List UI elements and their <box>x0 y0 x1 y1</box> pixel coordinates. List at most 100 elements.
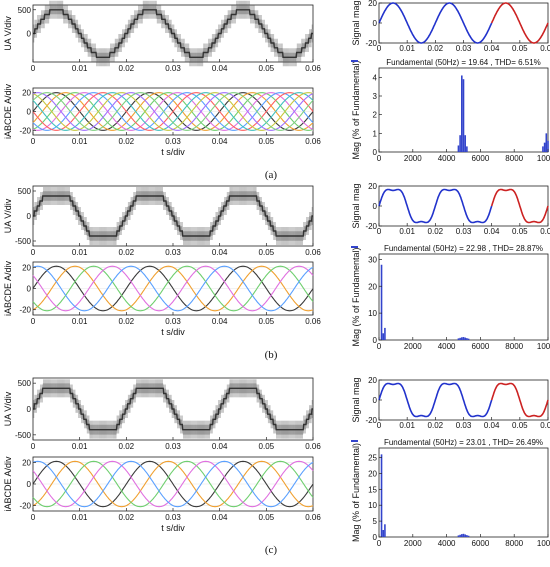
x-tick-label: 10000 <box>537 154 550 163</box>
caption-a: (a) <box>265 169 278 181</box>
x-tick-label: 0.02 <box>428 227 444 236</box>
fft-title: Fundamental (50Hz) = 22.98 , THD= 28.87% <box>384 244 543 253</box>
x-tick-label: 6000 <box>472 154 490 163</box>
ua-staircase-line <box>33 9 313 58</box>
ua-ylabel: UA V/div <box>3 198 13 233</box>
y-tick-label: -20 <box>19 502 31 511</box>
x-tick-label: 0.01 <box>72 64 88 73</box>
signal-line-blue <box>378 188 493 224</box>
fft-bar <box>461 337 463 340</box>
x-tick-label: 4000 <box>438 154 456 163</box>
fft-plot: 0 1 2 3 4 0 2000 4000 6000 8000 10000 Fundamental (… <box>351 58 550 163</box>
signal-line-red <box>490 382 549 418</box>
x-tick-label: 0 <box>31 248 36 257</box>
x-tick-label: 0.05 <box>512 227 528 236</box>
fft-bar <box>457 145 460 152</box>
fft-bar <box>466 338 468 340</box>
current-series-line <box>32 265 314 312</box>
x-tick-label: 10000 <box>537 539 550 548</box>
x-tick-label: 0 <box>377 227 382 236</box>
x-tick-label: 6000 <box>472 342 490 351</box>
y-tick-label: 500 <box>18 187 32 196</box>
y-tick-label: 20 <box>368 376 377 385</box>
x-tick-label: 0 <box>31 513 36 522</box>
x-tick-label: 0.02 <box>428 421 444 430</box>
fft-bar <box>461 534 463 537</box>
y-tick-label: 20 <box>368 282 377 291</box>
fft-bar <box>466 535 468 537</box>
x-tick-label: 0.05 <box>512 421 528 430</box>
signal-ylabel: Signal mag <box>351 183 361 228</box>
y-tick-label: -20 <box>19 126 31 135</box>
y-tick-label: 0 <box>373 148 378 157</box>
fft-marker <box>351 60 358 62</box>
x-tick-label: 0.06 <box>305 442 321 451</box>
x-tick-label: 0.05 <box>259 513 275 522</box>
current-xlabel: t s/div <box>161 327 185 337</box>
x-tick-label: 0.01 <box>72 248 88 257</box>
y-tick-label: 10 <box>368 501 377 510</box>
y-tick-label: 2 <box>373 111 378 120</box>
x-tick-label: 0.03 <box>165 64 181 73</box>
x-tick-label: 0.06 <box>305 317 321 326</box>
current-series-line <box>32 460 314 508</box>
y-tick-label: 0 <box>373 336 378 345</box>
x-tick-label: 0.01 <box>72 317 88 326</box>
x-tick-label: 0.04 <box>212 317 228 326</box>
x-tick-label: 0.06 <box>305 248 321 257</box>
y-tick-label: -20 <box>19 306 31 315</box>
current-series-line <box>32 92 314 131</box>
x-tick-label: 0.05 <box>259 317 275 326</box>
y-tick-label: 4 <box>373 73 378 82</box>
current-xlabel: t s/div <box>161 523 185 533</box>
fft-bar <box>464 534 466 537</box>
y-tick-label: 20 <box>22 263 31 272</box>
fft-bar <box>462 337 465 340</box>
current-series-line <box>32 460 314 508</box>
x-tick-label: 0 <box>377 154 382 163</box>
fft-plot: 0 5 10 15 20 25 0 2000 4000 6000 8000 10000 Fundamen… <box>351 438 550 548</box>
current-series-line <box>32 92 314 131</box>
x-tick-label: 0.01 <box>72 137 88 146</box>
x-tick-label: 0.05 <box>259 442 275 451</box>
fft-marker <box>351 440 358 442</box>
x-tick-label: 0.05 <box>512 44 528 53</box>
x-tick-label: 8000 <box>505 154 523 163</box>
current-series-line <box>32 265 314 312</box>
y-tick-label: -20 <box>365 416 377 425</box>
current-series-line <box>32 265 314 312</box>
current-series-line <box>32 92 314 131</box>
x-tick-label: 10000 <box>537 342 550 351</box>
y-tick-label: 0 <box>27 405 32 414</box>
y-tick-label: -500 <box>15 237 32 246</box>
x-tick-label: 0.03 <box>456 44 472 53</box>
fft-title: Fundamental (50Hz) = 23.01 , THD= 26.49% <box>384 438 543 447</box>
x-tick-label: 4000 <box>438 539 456 548</box>
fft-bar <box>459 337 461 340</box>
y-tick-label: 0 <box>27 212 32 221</box>
fft-bar <box>384 524 386 537</box>
fft-bar <box>466 146 468 152</box>
x-tick-label: 0.06 <box>305 513 321 522</box>
caption-b: (b) <box>265 349 278 361</box>
y-tick-label: 0 <box>373 396 378 405</box>
x-tick-label: 0.04 <box>212 248 228 257</box>
x-tick-label: 0.01 <box>399 421 415 430</box>
fft-bar <box>380 264 383 340</box>
signal-line-red <box>490 188 549 224</box>
ua-voltage-plot: 0 500 0 0.01 0.02 0.03 0.04 0.05 0.06 UA V/div <box>3 0 321 73</box>
signal-ylabel: Signal mag <box>351 0 361 45</box>
signal-line-red <box>490 2 549 44</box>
y-tick-label: 25 <box>368 454 377 463</box>
current-ylabel: iABCDE A/div <box>3 83 13 139</box>
x-tick-label: 0.06 <box>540 44 550 53</box>
current-series-line <box>32 92 314 131</box>
current-series-line <box>32 460 314 508</box>
fft-bar <box>462 79 465 152</box>
x-tick-label: 0.04 <box>484 44 500 53</box>
x-tick-label: 0.03 <box>165 137 181 146</box>
